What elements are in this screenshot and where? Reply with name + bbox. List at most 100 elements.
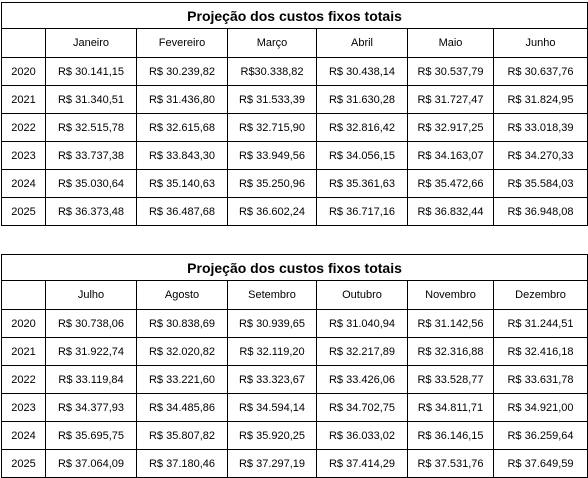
cost-value-cell: R$ 36.487,68 <box>136 197 228 226</box>
year-cell: 2022 <box>1 113 46 142</box>
cost-value-cell: R$ 30.239,82 <box>136 57 228 86</box>
cost-value-cell: R$ 31.824,95 <box>492 85 588 114</box>
cost-value-cell: R$ 31.922,74 <box>45 337 137 366</box>
table-row: 2022 R$ 33.119,84 R$ 33.221,60 R$ 33.323,67… <box>1 365 588 394</box>
corner-cell <box>1 28 46 58</box>
table-title-row: Projeção dos custos fixos totais <box>0 254 588 281</box>
year-cell: 2021 <box>1 337 46 366</box>
cost-value-cell: R$30.338,82 <box>227 57 317 86</box>
cost-value-cell: R$ 35.920,25 <box>227 421 317 450</box>
cost-value-cell: R$ 32.715,90 <box>227 113 317 142</box>
year-cell: 2020 <box>1 309 46 338</box>
month-header-row: Julho Agosto Setembro Outubro Novembro Dezemb… <box>1 280 588 310</box>
year-cell: 2022 <box>1 365 46 394</box>
month-header: Fevereiro <box>136 28 228 58</box>
cost-value-cell: R$ 34.163,07 <box>407 141 494 170</box>
cost-value-cell: R$ 35.695,75 <box>45 421 137 450</box>
year-cell: 2023 <box>1 141 46 170</box>
cost-value-cell: R$ 32.816,42 <box>316 113 408 142</box>
cost-value-cell: R$ 37.649,59 <box>492 449 588 478</box>
cost-value-cell: R$ 32.416,18 <box>492 337 588 366</box>
month-header: Setembro <box>227 280 317 310</box>
table-row: 2024 R$ 35.695,75 R$ 35.807,82 R$ 35.920,25… <box>1 421 588 450</box>
cost-value-cell: R$ 34.270,33 <box>492 141 588 170</box>
month-header-row: Janeiro Fevereiro Março Abril Maio Junho <box>1 28 588 58</box>
table-row: 2023 R$ 34.377,93 R$ 34.485,86 R$ 34.594,14… <box>1 393 588 422</box>
year-cell: 2020 <box>1 57 46 86</box>
cost-value-cell: R$ 34.377,93 <box>45 393 137 422</box>
cost-value-cell: R$ 36.373,48 <box>45 197 137 226</box>
table-row: 2020 R$ 30.141,15 R$ 30.239,82 R$30.338,82 R… <box>1 57 588 86</box>
cost-value-cell: R$ 32.515,78 <box>45 113 137 142</box>
month-header: Junho <box>492 28 588 58</box>
cost-value-cell: R$ 31.727,47 <box>407 85 494 114</box>
month-header: Novembro <box>407 280 494 310</box>
corner-cell <box>1 280 46 310</box>
cost-value-cell: R$ 33.843,30 <box>136 141 228 170</box>
cost-value-cell: R$ 33.018,39 <box>492 113 588 142</box>
cost-value-cell: R$ 36.146,15 <box>407 421 494 450</box>
cost-value-cell: R$ 30.537,79 <box>407 57 494 86</box>
cost-value-cell: R$ 34.811,71 <box>407 393 494 422</box>
year-cell: 2023 <box>1 393 46 422</box>
month-header: Maio <box>407 28 494 58</box>
cost-value-cell: R$ 33.949,56 <box>227 141 317 170</box>
cost-table-jul-dec: Projeção dos custos fixos totais Julho Ago… <box>0 254 588 478</box>
cost-value-cell: R$ 33.426,06 <box>316 365 408 394</box>
cost-value-cell: R$ 37.531,76 <box>407 449 494 478</box>
cost-value-cell: R$ 30.141,15 <box>45 57 137 86</box>
cost-value-cell: R$ 34.702,75 <box>316 393 408 422</box>
cost-value-cell: R$ 33.323,67 <box>227 365 317 394</box>
month-header: Março <box>227 28 317 58</box>
cost-value-cell: R$ 32.316,88 <box>407 337 494 366</box>
cost-value-cell: R$ 32.615,68 <box>136 113 228 142</box>
month-header: Julho <box>45 280 137 310</box>
cost-value-cell: R$ 36.602,24 <box>227 197 317 226</box>
cost-value-cell: R$ 34.056,15 <box>316 141 408 170</box>
month-header: Janeiro <box>45 28 137 58</box>
cost-value-cell: R$ 32.217,89 <box>316 337 408 366</box>
cost-value-cell: R$ 37.297,19 <box>227 449 317 478</box>
year-cell: 2024 <box>1 421 46 450</box>
table-row: 2021 R$ 31.340,51 R$ 31.436,80 R$ 31.533,39… <box>1 85 588 114</box>
cost-value-cell: R$ 37.064,09 <box>45 449 137 478</box>
month-header: Abril <box>316 28 408 58</box>
cost-value-cell: R$ 31.533,39 <box>227 85 317 114</box>
cost-value-cell: R$ 35.361,63 <box>316 169 408 198</box>
cost-value-cell: R$ 31.630,28 <box>316 85 408 114</box>
cost-value-cell: R$ 33.119,84 <box>45 365 137 394</box>
cost-value-cell: R$ 30.738,06 <box>45 309 137 338</box>
cost-value-cell: R$ 35.807,82 <box>136 421 228 450</box>
cost-value-cell: R$ 30.939,65 <box>227 309 317 338</box>
cost-value-cell: R$ 36.948,08 <box>492 197 588 226</box>
table-title-row: Projeção dos custos fixos totais <box>0 2 588 29</box>
cost-value-cell: R$ 32.119,20 <box>227 337 317 366</box>
table-row: 2023 R$ 33.737,38 R$ 33.843,30 R$ 33.949,56… <box>1 141 588 170</box>
cost-value-cell: R$ 30.438,14 <box>316 57 408 86</box>
year-cell: 2025 <box>1 197 46 226</box>
year-cell: 2025 <box>1 449 46 478</box>
cost-value-cell: R$ 31.436,80 <box>136 85 228 114</box>
cost-value-cell: R$ 36.832,44 <box>407 197 494 226</box>
cost-value-cell: R$ 36.259,64 <box>492 421 588 450</box>
cost-value-cell: R$ 34.485,86 <box>136 393 228 422</box>
cost-value-cell: R$ 32.020,82 <box>136 337 228 366</box>
cost-value-cell: R$ 36.033,02 <box>316 421 408 450</box>
cost-value-cell: R$ 34.921,00 <box>492 393 588 422</box>
cost-value-cell: R$ 33.221,60 <box>136 365 228 394</box>
cost-value-cell: R$ 33.737,38 <box>45 141 137 170</box>
table-title: Projeção dos custos fixos totais <box>0 254 588 281</box>
cost-value-cell: R$ 31.244,51 <box>492 309 588 338</box>
cost-value-cell: R$ 31.340,51 <box>45 85 137 114</box>
cost-value-cell: R$ 31.040,94 <box>316 309 408 338</box>
cost-value-cell: R$ 35.140,63 <box>136 169 228 198</box>
table-row: 2021 R$ 31.922,74 R$ 32.020,82 R$ 32.119,20… <box>1 337 588 366</box>
table-row: 2020 R$ 30.738,06 R$ 30.838,69 R$ 30.939,65… <box>1 309 588 338</box>
cost-value-cell: R$ 33.528,77 <box>407 365 494 394</box>
year-cell: 2021 <box>1 85 46 114</box>
month-header: Outubro <box>316 280 408 310</box>
cost-value-cell: R$ 37.180,46 <box>136 449 228 478</box>
cost-value-cell: R$ 30.838,69 <box>136 309 228 338</box>
cost-value-cell: R$ 36.717,16 <box>316 197 408 226</box>
table-title: Projeção dos custos fixos totais <box>0 2 588 29</box>
